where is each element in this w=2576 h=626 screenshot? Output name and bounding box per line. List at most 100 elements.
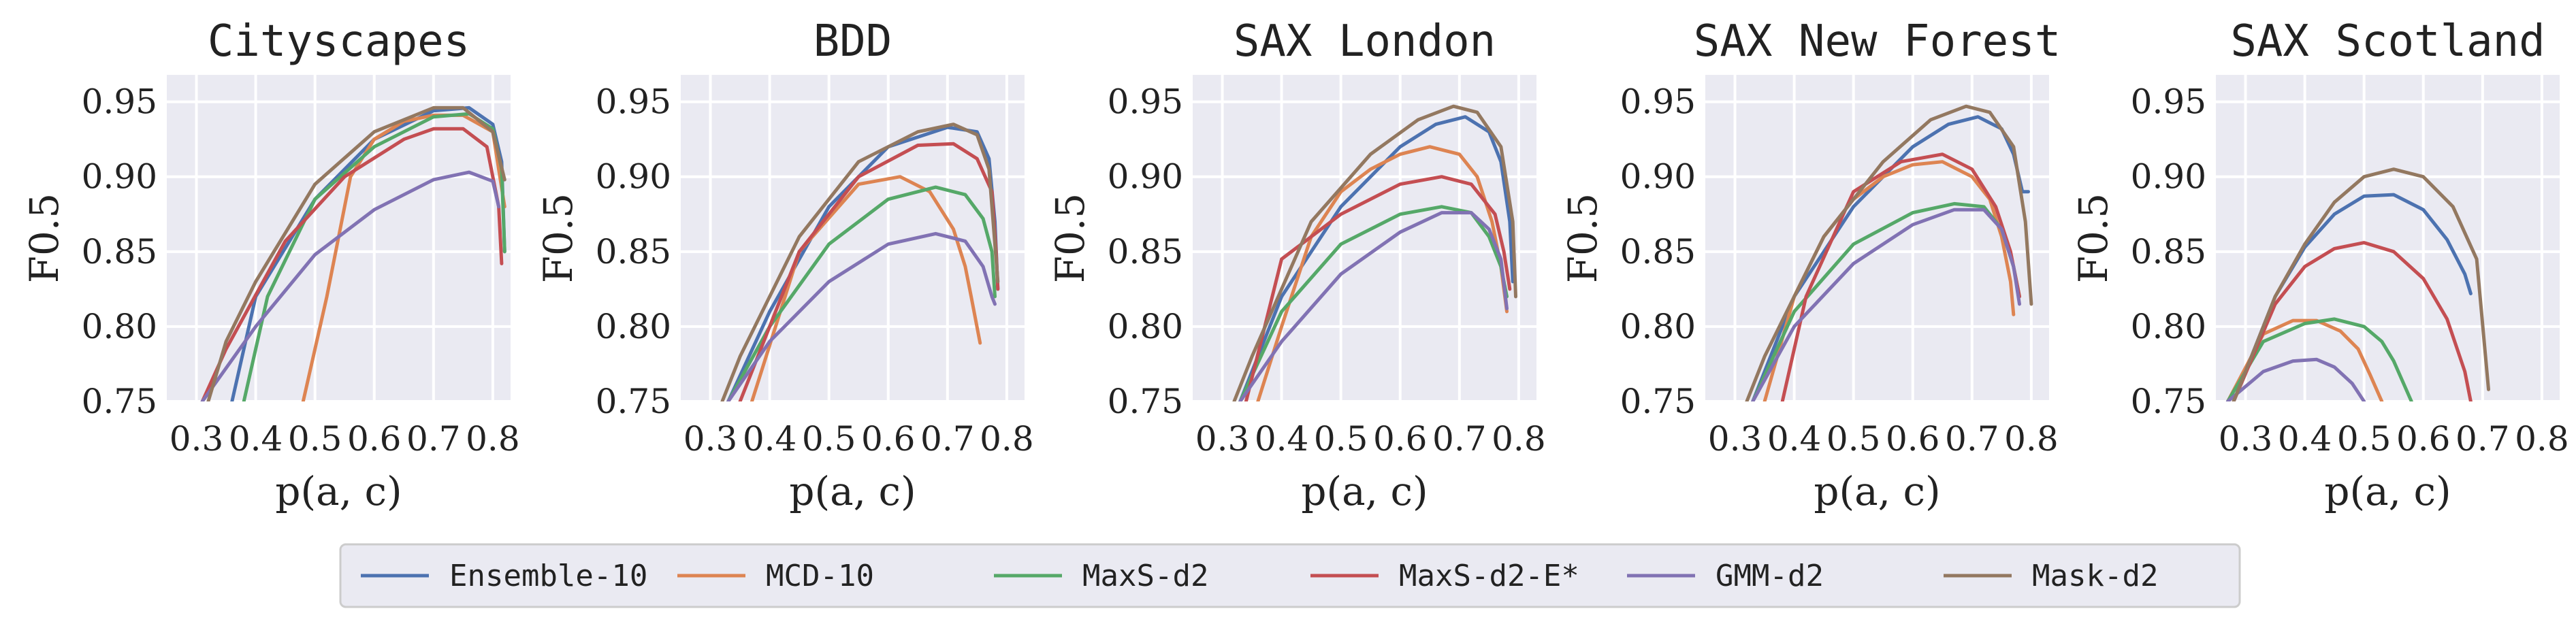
legend-entry-maxs-d2: MaxS-d2 (994, 559, 1208, 593)
x-tick-label: 0.6 (347, 419, 402, 459)
series-lines (2225, 167, 2490, 401)
x-tick-label: 0.7 (406, 419, 461, 459)
legend-entry-mcd-10: MCD-10 (677, 559, 874, 593)
y-tick-label: 0.90 (2131, 157, 2206, 197)
legend-label: Ensemble-10 (449, 559, 647, 593)
series-line-mcd-10 (2225, 318, 2384, 401)
x-tick-label: 0.7 (2456, 419, 2510, 459)
y-tick-label: 0.95 (1108, 82, 1183, 122)
series-line-gmm-d2 (200, 170, 501, 401)
y-tick-label: 0.95 (82, 82, 157, 122)
gridlines (1705, 75, 2049, 403)
gridlines (2216, 75, 2560, 403)
series-line-maxs-d2 (726, 185, 997, 401)
plot-area (1705, 75, 2049, 401)
x-tick-label: 0.7 (1945, 419, 1999, 459)
gridlines (1193, 75, 1536, 403)
y-tick-label: 0.85 (2131, 232, 2206, 271)
y-tick-label: 0.75 (2131, 382, 2206, 421)
x-tick-label: 0.8 (2004, 419, 2059, 459)
series-lines (720, 122, 1000, 401)
x-tick-label: 0.7 (1432, 419, 1487, 459)
y-tick-label: 0.85 (82, 232, 157, 271)
series-lines (1745, 104, 2033, 401)
x-tick-label: 0.6 (1373, 419, 1428, 459)
legend-entry-mask-d2: Mask-d2 (1944, 559, 2158, 593)
x-tick-label: 0.5 (802, 419, 856, 459)
plot-area (2216, 75, 2560, 401)
legend-label: Mask-d2 (2032, 559, 2158, 593)
y-tick-label: 0.85 (1108, 232, 1183, 271)
series-line-maxs-d2 (2225, 317, 2413, 401)
series-line-maxs-d2-e (2232, 241, 2473, 401)
y-axis-label: F0.5 (1047, 193, 1093, 283)
x-tick-label: 0.8 (466, 419, 520, 459)
x-axis-label: p(a, c) (1301, 468, 1428, 514)
panel-sax-scotland: 0.3 0.4 0.5 0.6 0.7 0.8 0.75 0.80 0.85 0.90 0.95 SA… (2070, 16, 2569, 514)
chart-panels: 0.3 0.4 0.5 0.6 0.7 0.80.750.800.850.900.95Ci… (21, 16, 2569, 514)
y-tick-label: 0.80 (1108, 307, 1183, 346)
y-tick-label: 0.90 (82, 157, 157, 197)
legend-label: GMM-d2 (1716, 559, 1824, 593)
x-tick-label: 0.8 (980, 419, 1034, 459)
x-tick-label: 0.5 (1314, 419, 1368, 459)
x-tick-label: 0.3 (170, 419, 224, 459)
x-axis-label: p(a, c) (1814, 468, 1940, 514)
x-tick-label: 0.6 (861, 419, 916, 459)
x-tick-label: 0.4 (1255, 419, 1309, 459)
series-line-maxs-d2-e (200, 127, 504, 401)
y-tick-label: 0.85 (596, 232, 671, 271)
x-tick-label: 0.4 (1767, 419, 1822, 459)
series-lines (1232, 104, 1517, 401)
legend-label: MaxS-d2 (1082, 559, 1208, 593)
x-tick-label: 0.6 (2396, 419, 2451, 459)
series-line-mask-d2 (1745, 104, 2033, 401)
x-tick-label: 0.8 (2515, 419, 2569, 459)
y-tick-label: 0.90 (596, 157, 671, 197)
panel-cityscapes: 0.3 0.4 0.5 0.6 0.7 0.8 0.75 0.80 0.85 0.90 0.95 Ci… (21, 16, 520, 514)
panel-title: SAX New Forest (1694, 16, 2061, 67)
y-axis-label: F0.5 (21, 193, 67, 283)
x-tick-label: 0.3 (683, 419, 738, 459)
x-tick-label: 0.5 (288, 419, 342, 459)
legend: Ensemble-10 MCD-10 MaxS-d2 MaxS-d2-E* GMM-d2… (339, 543, 2241, 608)
series-line-mask-d2 (720, 122, 1000, 401)
y-tick-label: 0.80 (2131, 307, 2206, 346)
y-axis-label: F0.5 (1560, 193, 1606, 283)
x-tick-label: 0.3 (2219, 419, 2273, 459)
plot-area (681, 75, 1025, 401)
x-tick-label: 0.6 (1886, 419, 1940, 459)
series-line-mask-d2 (1232, 104, 1517, 401)
x-axis-label: p(a, c) (275, 468, 402, 514)
x-tick-label: 0.5 (2337, 419, 2392, 459)
y-tick-label: 0.80 (1620, 307, 1696, 346)
panel-title: BDD (814, 16, 892, 67)
y-tick-label: 0.95 (1620, 82, 1696, 122)
panel-bdd: 0.3 0.4 0.5 0.6 0.7 0.8 0.75 0.80 0.85 0.90 0.95 BD… (535, 16, 1034, 514)
panel-title: SAX London (1234, 16, 1496, 67)
legend-label: MaxS-d2-E* (1399, 559, 1579, 593)
y-tick-label: 0.75 (82, 382, 157, 421)
panel-title: Cityscapes (208, 16, 470, 67)
panel-sax-london: 0.3 0.4 0.5 0.6 0.7 0.8 0.75 0.80 0.85 0.90 0.95 SA… (1047, 16, 1546, 514)
series-line-gmm-d2 (2225, 357, 2366, 401)
x-tick-label: 0.4 (2278, 419, 2332, 459)
series-line-mask-d2 (2232, 167, 2490, 401)
y-tick-label: 0.85 (1620, 232, 1696, 271)
series-line-gmm-d2 (1751, 208, 2021, 401)
y-axis-label: F0.5 (535, 193, 581, 283)
y-tick-label: 0.75 (1108, 382, 1183, 421)
legend-entry-maxs-d2-e: MaxS-d2-E* (1310, 559, 1579, 593)
x-tick-label: 0.4 (229, 419, 283, 459)
x-tick-label: 0.7 (920, 419, 975, 459)
series-line-gmm-d2 (726, 231, 997, 401)
series-line-gmm-d2 (1238, 211, 1509, 401)
x-tick-label: 0.8 (1492, 419, 1546, 459)
series-line-mask-d2 (206, 105, 506, 401)
series-lines (200, 105, 506, 401)
x-tick-label: 0.3 (1195, 419, 1250, 459)
legend-entry-gmm-d2: GMM-d2 (1627, 559, 1824, 593)
y-tick-label: 0.90 (1620, 157, 1696, 197)
plot-area (1193, 75, 1536, 401)
